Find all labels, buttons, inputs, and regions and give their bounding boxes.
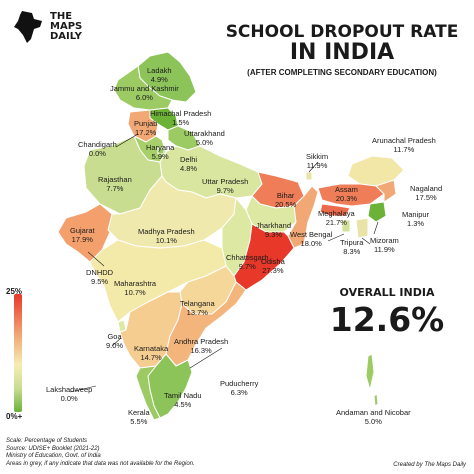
region-label-lakshadweep: Lakshadweep 0.0% [46,385,93,403]
region-label-delhi: Delhi 4.8% [180,155,198,173]
overall-value: 12.6% [329,300,445,339]
region-label-himachal: Himachal Pradesh 1.5% [150,109,212,127]
brand-logo: THE MAPS DAILY [10,9,105,45]
region-label-uttar-pradesh: Uttar Pradesh 9.7% [202,177,249,195]
india-map-logo-icon [14,11,42,43]
region-label-chandigarh: Chandigarh 0.0% [78,140,117,158]
region-label-arunachal: Arunachal Pradesh 11.7% [372,136,436,154]
region-label-west-bengal: West Bengal 18.0% [290,230,333,248]
region-shape-andhra [165,281,247,367]
region-label-jammu-kashmir: Jammu and Kashmir 6.0% [110,84,179,102]
footer-note: Areas in grey, if any indicate that data… [6,460,195,467]
region-label-meghalaya: Meghalaya 21.7% [318,209,355,227]
region-shape-manipur [367,201,387,223]
region-shape-andaman [365,353,375,391]
region-label-tamil-nadu: Tamil Nadu 4.5% [164,391,202,409]
region-label-telangana: Telangana 13.7% [180,299,215,317]
region-shape-assam [317,183,385,207]
region-shape-kerala [135,365,161,421]
brand-name: THE MAPS DAILY [50,11,83,42]
region-label-puducherry: Puducherry 6.3% [220,379,259,397]
region-label-mizoram: Mizoram 11.9% [370,236,399,254]
page-title: SCHOOL DROPOUT RATE [225,22,459,42]
region-label-bihar: Bihar 20.5% [275,191,297,209]
footer-credit: Created by The Maps Daily [393,462,466,468]
footer-ministry: Ministry of Education, Govt. of India [6,453,101,459]
region-label-maharashtra: Maharashtra 10.7% [114,279,157,297]
region-label-jharkhand: Jharkhand 9.3% [256,221,292,239]
region-shape-tripura [341,219,351,233]
page-title-region: IN INDIA [289,40,395,65]
legend-min-label: 0%+ [6,412,23,421]
region-shape-arunachal [347,155,405,187]
region-label-madhya-pradesh: Madhya Pradesh 10.1% [138,227,195,245]
region-label-karnataka: Karnataka 14.7% [134,344,169,362]
legend-max-label: 25% [6,287,23,296]
region-shape-delhi [157,147,165,155]
region-label-nagaland: Nagaland 17.5% [410,184,443,202]
overall-label: OVERALL INDIA [339,286,435,299]
region-label-ladakh: Ladakh 4.9% [147,66,172,84]
region-label-kerala: Kerala 5.5% [128,408,150,426]
region-label-goa: Goa 9.0% [106,332,124,350]
region-label-haryana: Haryana 5.9% [146,143,175,161]
footer-notes: Scale: Percentage of Students Source: UD… [6,438,195,468]
region-shape-mizoram [355,217,369,239]
region-shape-jammu-kashmir [113,65,173,111]
footer-source: Source: UDISE+ Booklet (2021-22) [6,445,100,452]
region-label-dnhdd: DNHDD 9.5% [86,268,114,286]
region-label-andhra: Andhra Pradesh 16.3% [174,337,229,355]
region-shape-nagaland [375,179,397,203]
legend-color-scale [14,294,22,412]
region-label-assam: Assam 20.3% [335,185,358,203]
region-label-tripura: Tripura 8.3% [340,238,364,256]
region-shape-meghalaya [319,203,351,217]
region-label-punjab: Punjab 17.2% [134,119,158,137]
page-subtitle: (AFTER COMPLETING SECONDARY EDUCATION) [247,68,437,77]
region-label-rajasthan: Rajasthan 7.7% [98,175,132,193]
footer-scale: Scale: Percentage of Students [6,438,88,444]
region-label-odisha: Odisha 27.3% [261,257,285,275]
region-label-gujarat: Gujarat 17.9% [70,226,95,244]
region-shape-west-bengal [287,185,319,249]
region-label-chhattisgarh: Chhattisgarh 9.7% [226,253,269,271]
region-shape-nicobar [373,393,379,407]
region-label-andaman: Andaman and Nicobar 5.0% [336,408,411,426]
region-label-manipur: Manipur 1.3% [402,210,430,228]
region-shape-sikkim [305,171,313,181]
region-label-uttarakhand: Uttarakhand 5.0% [184,129,225,147]
region-label-sikkim: Sikkim 11.9% [306,152,329,170]
